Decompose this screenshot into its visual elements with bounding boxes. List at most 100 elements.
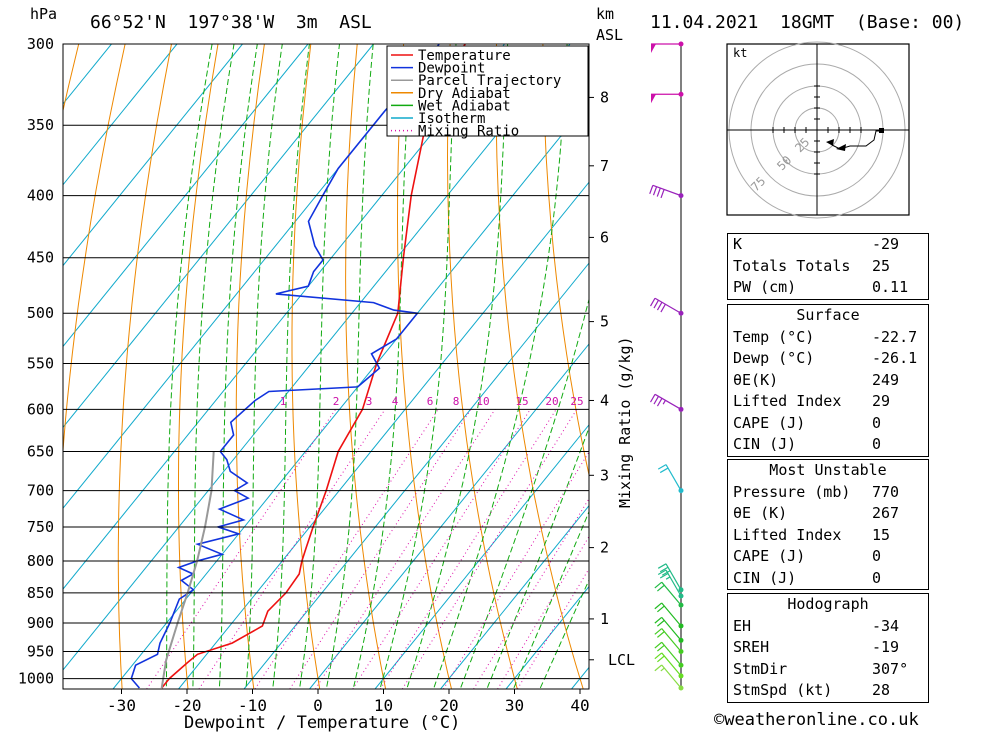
hodograph-table: Hodograph EH -34 SREH -19 StmDir 307° St… — [727, 593, 929, 703]
temperature-line — [161, 44, 466, 689]
row-value: -29 — [872, 235, 900, 253]
row-label: CAPE (J) — [733, 547, 806, 565]
surface-temp-row: Temp (°C) -22.7 — [728, 327, 928, 349]
mu-theta-row: θE (K) 267 — [728, 503, 928, 525]
wind-barb — [654, 664, 684, 691]
eh-row: EH -34 — [728, 616, 928, 638]
height-tick-label: 3 — [600, 466, 609, 484]
surface-table: Surface Temp (°C) -22.7 Dewp (°C) -26.1 … — [727, 304, 929, 457]
wind-profile — [649, 41, 684, 691]
temperature-tick-label: -20 — [173, 696, 202, 715]
k-index-row: K -29 — [728, 234, 928, 256]
row-value: 249 — [872, 370, 900, 389]
wind-barb — [654, 628, 684, 655]
row-value: 28 — [872, 681, 891, 699]
wet-adiabat-line — [165, 44, 213, 689]
pressure-unit-label: hPa — [30, 5, 57, 23]
stmdir-row: StmDir 307° — [728, 659, 928, 681]
height-tick-label: LCL — [608, 651, 635, 669]
sreh-row: SREH -19 — [728, 637, 928, 659]
isotherm-line — [63, 44, 571, 671]
pressure-tick-label: 1000 — [18, 670, 54, 688]
pressure-tick-label: 400 — [27, 187, 54, 205]
mixing-ratio-label: 3 — [366, 395, 373, 408]
hodograph-title: Hodograph — [787, 595, 869, 613]
wet-adiabat-line — [218, 44, 258, 689]
wind-barb — [657, 464, 684, 494]
temperature-tick-label: 40 — [570, 696, 589, 715]
wind-barb — [651, 41, 684, 53]
isotherm-line — [63, 44, 112, 105]
row-value: -34 — [872, 616, 900, 635]
wind-barb — [654, 641, 684, 668]
legend-entry-label: Temperature — [418, 48, 511, 64]
index-summary-table: K -29 Totals Totals 25 PW (cm) 0.11 — [727, 233, 929, 300]
wet-adiabat-line — [539, 578, 589, 689]
pressure-tick-label: 450 — [27, 249, 54, 267]
temperature-tick-label: 20 — [439, 696, 458, 715]
isotherm-line — [374, 424, 589, 689]
x-axis-title: Dewpoint / Temperature (°C) — [184, 713, 460, 733]
temperature-tick-label: -30 — [107, 696, 136, 715]
mixing-ratio-label: 10 — [476, 395, 489, 408]
mixing-ratio-label: 2 — [333, 395, 340, 408]
row-value: 0 — [872, 413, 882, 432]
temperature-tick-label: 10 — [374, 696, 393, 715]
surface-theta-row: θE(K) 249 — [728, 370, 928, 392]
legend-entry-label: Dry Adiabat — [418, 86, 511, 102]
stmspd-row: StmSpd (kt) 28 — [728, 680, 928, 702]
km-label: km — [596, 5, 614, 23]
mu-pressure-row: Pressure (mb) 770 — [728, 482, 928, 504]
pressure-tick-label: 700 — [27, 482, 54, 500]
temperature-tick-label: 0 — [313, 696, 323, 715]
row-value: 307° — [872, 659, 909, 678]
axis-labels: 3003504004505005506006507007508008509009… — [18, 35, 635, 715]
wind-barb — [654, 602, 684, 629]
wet-adiabat-line — [459, 297, 589, 689]
wet-adiabat-line — [272, 44, 310, 689]
row-value: 15 — [872, 525, 891, 544]
pressure-tick-label: 900 — [27, 614, 54, 632]
mu-cape-row: CAPE (J) 0 — [728, 546, 928, 568]
isotherm-line — [440, 504, 589, 689]
isotherm-line — [63, 44, 374, 429]
mixing-ratio-label: 1 — [280, 395, 287, 408]
storm-motion-marker — [826, 139, 834, 146]
pressure-tick-label: 850 — [27, 584, 54, 602]
mixing-ratio-axis-title: Mixing Ratio (g/kg) — [616, 336, 634, 508]
plot-frame — [62, 43, 590, 690]
row-label: CIN (J) — [733, 435, 797, 453]
row-label: PW (cm) — [733, 278, 797, 296]
dry-adiabat-line — [446, 44, 518, 689]
row-value: -22.7 — [872, 327, 918, 346]
pressure-tick-label: 650 — [27, 443, 54, 461]
location-title: 66°52'N 197°38'W 3m ASL — [90, 12, 372, 33]
isotherm-line — [63, 44, 505, 590]
height-tick-label: 8 — [600, 88, 609, 106]
row-label: StmSpd (kt) — [733, 681, 833, 699]
isotherm-line — [63, 44, 440, 509]
temperature-tick-label: -10 — [238, 696, 267, 715]
wind-barb — [654, 616, 684, 643]
hodograph-unit-label: kt — [733, 46, 747, 60]
dry-adiabat-line — [63, 44, 126, 458]
wet-adiabat-line — [406, 44, 509, 689]
row-label: EH — [733, 616, 752, 635]
row-label: Temp (°C) — [733, 327, 815, 346]
height-tick-label: 6 — [600, 228, 609, 246]
pressure-tick-label: 800 — [27, 552, 54, 570]
copyright-footer[interactable]: ©weatheronline.co.uk — [714, 710, 919, 730]
pw-row: PW (cm) 0.11 — [728, 277, 928, 299]
pressure-tick-label: 750 — [27, 518, 54, 536]
row-label: θE (K) — [733, 504, 788, 522]
wind-barb — [649, 184, 684, 199]
height-tick-label: 4 — [600, 391, 609, 409]
temperature-tick-label: 30 — [505, 696, 524, 715]
surface-li-row: Lifted Index 29 — [728, 391, 928, 413]
wet-adiabat-line — [352, 44, 413, 689]
wet-adiabat-line — [512, 510, 589, 689]
wind-barb — [657, 569, 684, 599]
most-unstable-title: Most Unstable — [769, 461, 887, 479]
